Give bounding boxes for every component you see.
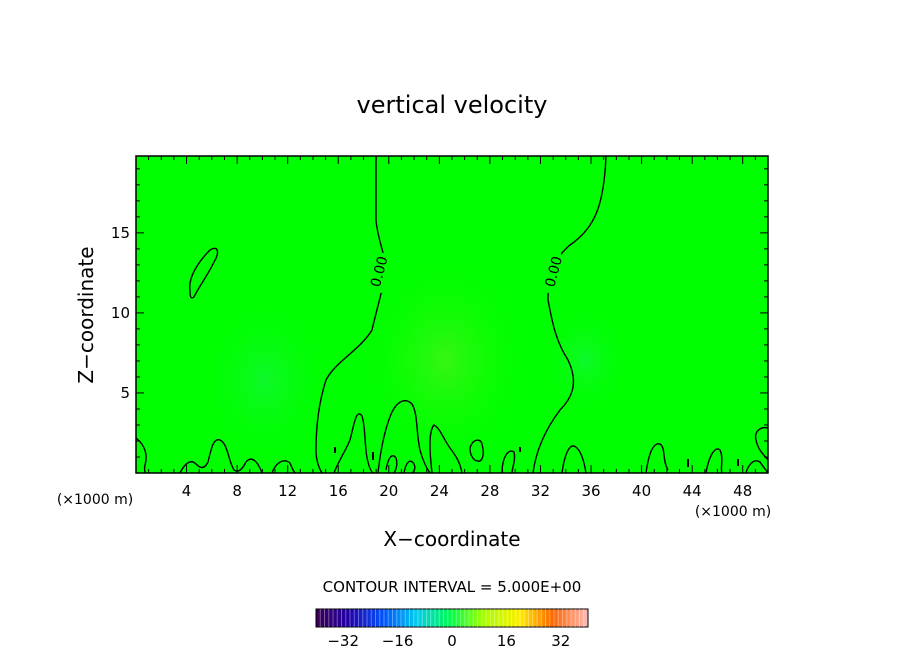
x-tick-label: 44: [683, 482, 702, 500]
colorbar-stripes: [319, 609, 585, 627]
contour-small-loop-1: [385, 454, 398, 473]
contour-ticks: [334, 447, 739, 467]
contour-label: 0.00: [368, 255, 392, 289]
x-tick-label: 36: [581, 482, 600, 500]
contour-bottom-right-1: [561, 445, 587, 473]
colorbar-tick-label: 32: [551, 632, 570, 650]
colorbar-tick-label: −32: [327, 632, 359, 650]
y-axis-label: Z−coordinate: [74, 246, 98, 383]
colorbar-tick-label: 0: [447, 632, 457, 650]
contour-right-edge-small: [745, 460, 768, 473]
x-axis-ticks: 4 8 12 16 20 24 28 32 36 40 44 48: [148, 156, 756, 500]
contour-bottom-right-2: [645, 443, 669, 473]
contour-closed-upper-left: [189, 247, 219, 299]
contour-label-bg: [545, 252, 562, 293]
y-tick-label: 15: [111, 224, 130, 242]
contour-label-bg: [370, 252, 387, 293]
contour-bottom-small-1: [271, 460, 297, 473]
x-tick-label: 24: [430, 482, 449, 500]
contour-right-edge: [754, 426, 768, 461]
contour-label: 0.00: [542, 255, 566, 289]
colorbar-tick-label: 16: [497, 632, 516, 650]
contour-labels: 0.00 0.00: [368, 252, 566, 293]
plot-area: 0.00 0.00: [136, 156, 768, 473]
x-tick-label: 40: [632, 482, 651, 500]
contour-lines: [136, 156, 768, 473]
y-axis-ticks: 5 10 15: [111, 168, 768, 458]
x-tick-label: 8: [232, 482, 242, 500]
contour-small-loop-3: [501, 450, 516, 473]
field-shade-center: [355, 250, 535, 470]
contour-closed-center: [469, 439, 485, 462]
zero-contour-right: [532, 156, 607, 473]
contour-bottom-right-3: [705, 448, 723, 473]
x-tick-label: 48: [733, 482, 752, 500]
x-tick-label: 4: [182, 482, 192, 500]
field-shade-right: [535, 300, 635, 420]
colorbar-ticks: −32 −16 0 16 32: [327, 632, 570, 650]
chart-title: vertical velocity: [357, 91, 548, 119]
contour-bottom-left-edge: [136, 437, 147, 473]
colorbar: [315, 608, 589, 628]
field-shade-left: [195, 290, 335, 470]
x-tick-label: 28: [480, 482, 499, 500]
x-unit-right: (×1000 m): [695, 504, 771, 520]
contour-bottom-plume-tall: [377, 400, 431, 473]
y-tick-label: 5: [120, 384, 130, 402]
x-tick-label: 12: [278, 482, 297, 500]
x-unit-left: (×1000 m): [57, 492, 133, 508]
x-tick-label: 20: [379, 482, 398, 500]
y-tick-label: 10: [111, 304, 130, 322]
x-tick-label: 16: [329, 482, 348, 500]
contour-bottom-wave: [179, 438, 263, 473]
contour-bottom-plumes-mid: [333, 413, 375, 473]
x-axis-label: X−coordinate: [383, 527, 520, 551]
colorbar-tick-label: −16: [382, 632, 414, 650]
contour-interval-text: CONTOUR INTERVAL = 5.000E+00: [323, 578, 582, 596]
x-tick-label: 32: [531, 482, 550, 500]
contour-bottom-plume-right: [429, 424, 463, 473]
